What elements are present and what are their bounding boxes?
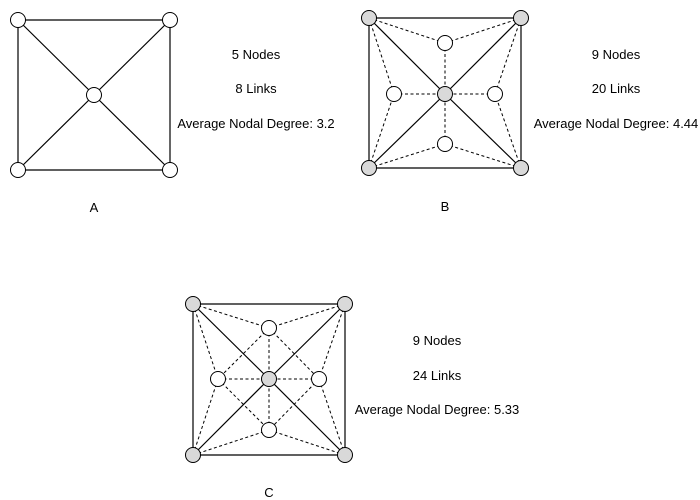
link-solid xyxy=(93,19,171,96)
graph-c-links-text: 24 Links xyxy=(412,368,462,383)
link-solid xyxy=(192,303,270,380)
graph-b xyxy=(361,10,529,176)
node xyxy=(10,12,26,28)
graph-a-links-text: 8 Links xyxy=(235,81,277,96)
node xyxy=(311,371,327,387)
graph-b-label: B xyxy=(440,199,450,214)
link-dashed xyxy=(318,303,346,380)
link-dashed xyxy=(368,93,395,169)
node xyxy=(386,86,402,102)
node xyxy=(513,160,529,176)
node xyxy=(437,86,453,102)
link-dashed xyxy=(318,378,346,456)
link-dashed xyxy=(192,429,270,456)
graph-b-nodes-text: 9 Nodes xyxy=(591,47,641,62)
graph-a-label: A xyxy=(89,200,99,215)
link-dashed xyxy=(217,327,270,380)
link-solid xyxy=(268,378,346,456)
graph-a-nodes-text: 5 Nodes xyxy=(231,47,281,62)
link-dashed xyxy=(368,143,446,169)
link-solid xyxy=(192,378,270,456)
graph-c-nodes-text: 9 Nodes xyxy=(412,333,462,348)
link-solid xyxy=(368,17,446,95)
node xyxy=(513,10,529,26)
node xyxy=(261,320,277,336)
node xyxy=(437,35,453,51)
node xyxy=(185,447,201,463)
link-dashed xyxy=(494,17,522,95)
node xyxy=(261,422,277,438)
node xyxy=(361,10,377,26)
graph-c-label: C xyxy=(264,485,274,500)
link-dashed xyxy=(192,303,219,380)
link-dashed xyxy=(192,378,219,456)
link-solid xyxy=(17,19,95,96)
graph-c-degree-text: Average Nodal Degree: 5.33 xyxy=(354,402,520,417)
link-dashed xyxy=(368,17,395,95)
link-dashed xyxy=(268,303,346,329)
link-solid xyxy=(444,17,522,95)
link-dashed xyxy=(268,378,320,431)
link-solid xyxy=(268,303,346,380)
link-solid xyxy=(368,93,446,169)
link-dashed xyxy=(217,378,270,431)
node xyxy=(261,371,277,387)
node xyxy=(361,160,377,176)
link-dashed xyxy=(494,93,522,169)
link-dashed xyxy=(268,327,320,380)
link-solid xyxy=(17,94,95,171)
node xyxy=(86,87,102,103)
link-dashed xyxy=(368,17,446,44)
graph-c xyxy=(185,296,353,463)
node xyxy=(337,447,353,463)
node xyxy=(162,12,178,28)
node xyxy=(487,86,503,102)
link-solid xyxy=(444,93,522,169)
graph-a xyxy=(10,12,178,178)
node xyxy=(437,136,453,152)
graph-b-degree-text: Average Nodal Degree: 4.44 xyxy=(533,116,699,131)
graph-a-degree-text: Average Nodal Degree: 3.2 xyxy=(177,116,335,131)
node xyxy=(337,296,353,312)
node xyxy=(210,371,226,387)
node xyxy=(162,162,178,178)
link-dashed xyxy=(192,303,270,329)
node xyxy=(185,296,201,312)
link-dashed xyxy=(444,17,522,44)
link-solid xyxy=(93,94,171,171)
link-dashed xyxy=(268,429,346,456)
graph-b-links-text: 20 Links xyxy=(591,81,641,96)
link-dashed xyxy=(444,143,522,169)
node xyxy=(10,162,26,178)
